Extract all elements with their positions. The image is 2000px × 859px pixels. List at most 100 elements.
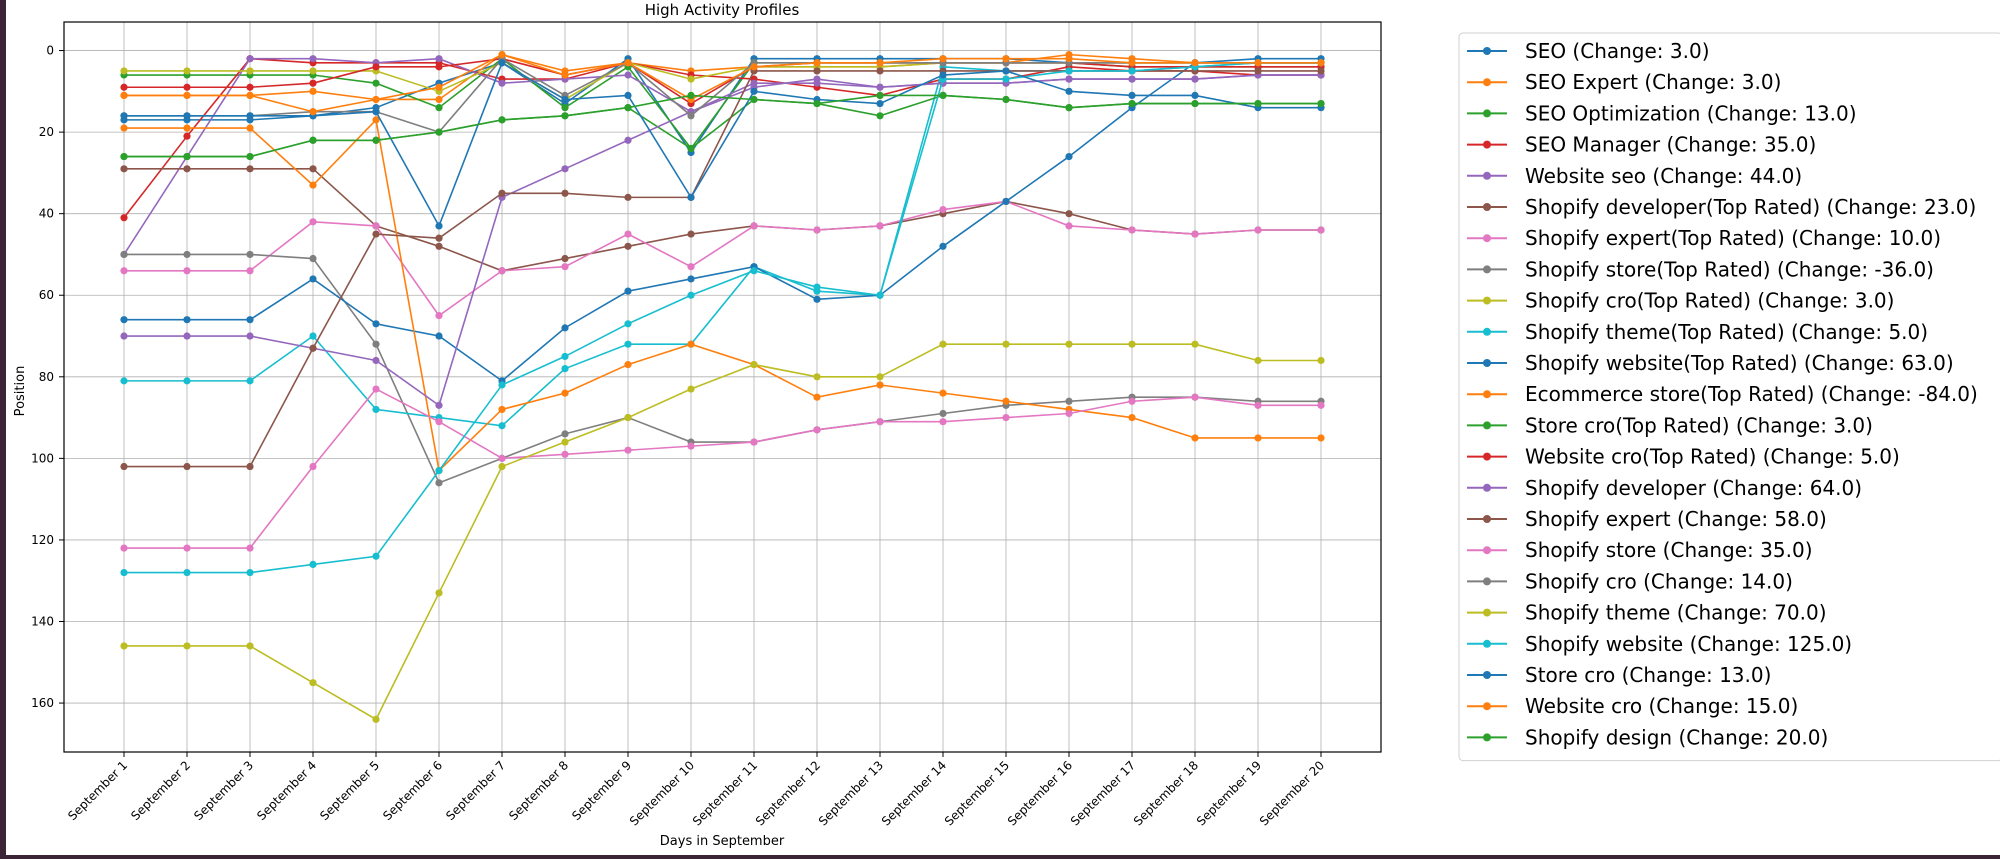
data-point xyxy=(939,205,947,214)
data-point xyxy=(309,462,317,471)
x-tick-label: September 13 xyxy=(816,758,886,828)
x-tick-label: September 14 xyxy=(879,758,949,828)
data-point xyxy=(183,316,191,324)
legend-label: Shopify website(Top Rated) (Change: 63.0… xyxy=(1525,351,1954,375)
data-point xyxy=(1317,67,1325,75)
data-point xyxy=(939,71,947,79)
data-point xyxy=(183,91,191,100)
data-point xyxy=(1254,226,1262,234)
data-point xyxy=(750,267,758,275)
y-tick-label: 140 xyxy=(31,614,54,628)
data-point xyxy=(498,422,506,430)
legend-marker xyxy=(1483,234,1491,243)
data-point xyxy=(372,95,380,104)
series-line xyxy=(124,388,1321,549)
data-point xyxy=(120,112,128,120)
y-tick-label: 20 xyxy=(39,125,54,139)
data-point xyxy=(246,267,254,275)
data-point xyxy=(309,344,317,352)
data-point xyxy=(939,409,947,418)
data-point xyxy=(120,568,128,577)
data-point xyxy=(624,59,632,67)
legend-item: SEO Expert (Change: 3.0) xyxy=(1467,70,1781,94)
data-point xyxy=(624,71,632,79)
series-line xyxy=(124,253,1321,484)
legend-marker xyxy=(1483,608,1491,617)
legend-marker xyxy=(1483,140,1491,149)
data-point xyxy=(813,59,821,67)
legend-marker xyxy=(1483,390,1491,399)
legend-label: SEO (Change: 3.0) xyxy=(1525,39,1710,63)
data-point xyxy=(624,446,632,454)
legend-item: Website seo (Change: 44.0) xyxy=(1467,164,1802,188)
data-point xyxy=(1254,59,1262,67)
data-point xyxy=(246,250,254,259)
data-point xyxy=(183,112,191,120)
data-point xyxy=(372,63,380,71)
data-point xyxy=(183,462,191,471)
data-point xyxy=(876,99,884,108)
x-tick-label: September 2 xyxy=(128,758,193,823)
series-6 xyxy=(120,197,1325,320)
data-point xyxy=(561,438,569,446)
legend-item: Shopify cro(Top Rated) (Change: 3.0) xyxy=(1467,289,1894,313)
data-point xyxy=(372,552,380,560)
data-point xyxy=(1317,226,1325,234)
data-point xyxy=(1254,434,1262,442)
data-point xyxy=(1191,75,1199,83)
data-point xyxy=(435,128,443,136)
series-14 xyxy=(120,71,1325,409)
data-point xyxy=(372,108,380,116)
data-point xyxy=(372,79,380,87)
legend-item: SEO Manager (Change: 35.0) xyxy=(1467,133,1816,157)
data-point xyxy=(687,193,695,201)
data-point xyxy=(1254,401,1262,409)
data-point xyxy=(561,430,569,438)
data-point xyxy=(246,544,254,552)
series-8 xyxy=(120,59,1325,104)
x-tick-label: September 12 xyxy=(753,758,823,828)
data-point xyxy=(813,295,821,303)
series-11 xyxy=(120,116,1325,475)
series-line xyxy=(124,53,1321,101)
data-point xyxy=(1191,59,1199,67)
data-point xyxy=(1254,67,1262,75)
data-point xyxy=(183,67,191,75)
data-point xyxy=(1065,222,1073,230)
data-point xyxy=(246,124,254,132)
legend-label: Shopify website (Change: 125.0) xyxy=(1525,632,1852,656)
data-point xyxy=(750,87,758,95)
data-point xyxy=(120,214,128,222)
data-point xyxy=(435,83,443,91)
data-point xyxy=(120,250,128,259)
series-3 xyxy=(120,55,1325,222)
data-point xyxy=(1317,59,1325,67)
y-tick-label: 80 xyxy=(39,370,54,384)
series-line xyxy=(123,57,1321,255)
data-point xyxy=(561,71,569,79)
data-point xyxy=(750,438,758,446)
legend-marker xyxy=(1483,171,1491,180)
legend-label: Shopify cro (Change: 14.0) xyxy=(1525,569,1793,593)
legend-item: Shopify theme (Change: 70.0) xyxy=(1467,601,1827,625)
data-point xyxy=(246,67,254,75)
data-point xyxy=(624,193,632,201)
data-point xyxy=(876,381,884,389)
data-point xyxy=(246,91,254,100)
data-point xyxy=(309,254,317,263)
legend-marker xyxy=(1483,483,1491,492)
data-point xyxy=(498,405,506,414)
data-point xyxy=(309,560,317,569)
x-tick-label: September 1 xyxy=(65,758,130,823)
legend-marker xyxy=(1483,421,1491,430)
data-point xyxy=(1191,340,1199,348)
data-point xyxy=(561,189,569,197)
data-point xyxy=(750,95,758,104)
series-line xyxy=(124,74,1321,407)
legend-marker xyxy=(1483,733,1491,742)
data-point xyxy=(309,79,317,87)
series-22 xyxy=(120,91,1325,161)
legend-label: Shopify theme (Change: 70.0) xyxy=(1525,601,1827,625)
legend-item: SEO Optimization (Change: 13.0) xyxy=(1467,101,1857,125)
data-point xyxy=(624,136,632,144)
